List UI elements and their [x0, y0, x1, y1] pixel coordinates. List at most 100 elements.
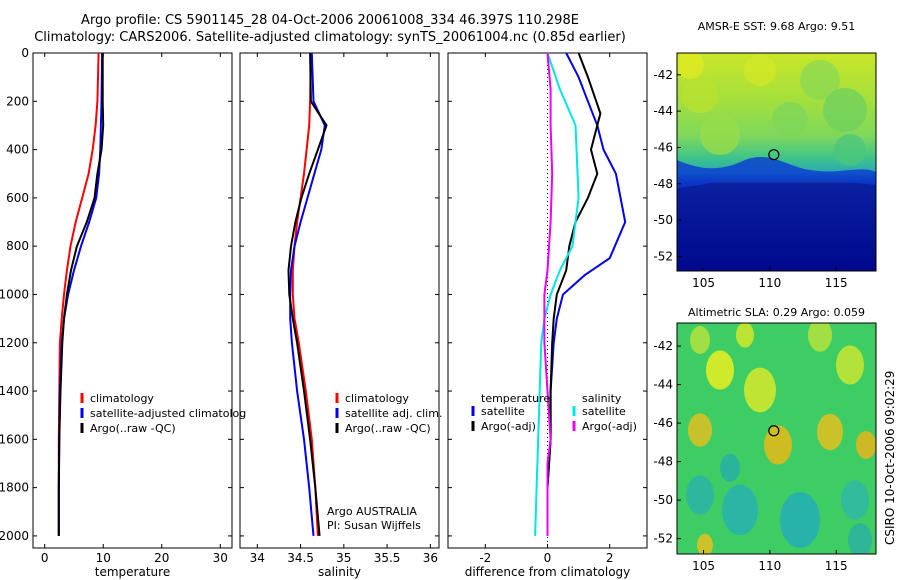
sla-anomaly-patch — [856, 431, 876, 459]
sst-texture-patch — [744, 54, 776, 86]
argo-position-marker — [768, 425, 780, 437]
y-tick-label: -50 — [653, 213, 673, 227]
x-axis-label: salinity — [318, 565, 361, 579]
map-title: Altimetric SLA: 0.29 Argo: 0.059 — [688, 306, 865, 319]
sla-anomaly-patch — [841, 480, 869, 520]
x-tick-label: 105 — [692, 559, 715, 573]
x-tick-label: 110 — [758, 559, 781, 573]
y-tick-label: -46 — [653, 416, 673, 430]
y-tick-label: 1600 — [0, 432, 29, 446]
x-tick-label: 110 — [758, 276, 781, 290]
map-frame — [676, 322, 877, 555]
axes-frame — [32, 52, 233, 549]
legend-label: satellite adj. clim. — [345, 407, 442, 420]
sla-anomaly-patch — [836, 345, 864, 385]
x-tick-label: 36 — [423, 551, 438, 565]
sst-texture-patch — [834, 134, 866, 166]
x-tick-label: 115 — [825, 276, 848, 290]
series-line-black — [546, 52, 602, 536]
x-tick-label: 34.5 — [287, 551, 314, 565]
figure-title-line-2: Climatology: CARS2006. Satellite-adjuste… — [34, 30, 626, 45]
platform-annotation: Argo AUSTRALIA — [327, 505, 417, 518]
sla-anomaly-patch — [764, 425, 792, 465]
x-tick-label: 10 — [96, 551, 111, 565]
profile-panel-1: 0 10 20 30 temperature 0 200 400 600 800 1000 1200 1… — [0, 46, 246, 579]
sst-texture-patch — [700, 115, 740, 155]
legend-label: climatology — [345, 392, 409, 405]
sst-texture-patch — [823, 88, 867, 132]
sla-map-panel: Altimetric SLA: 0.29 Argo: 0.059 105 110 11… — [653, 306, 877, 573]
x-tick-label: 0 — [544, 551, 552, 565]
x-tick-label: 0 — [41, 551, 49, 565]
y-tick-label: 600 — [6, 191, 29, 205]
series-line-magenta — [543, 52, 554, 536]
y-tick-label: -42 — [653, 68, 673, 82]
x-tick-label: 2 — [606, 551, 614, 565]
profile-panel-2: 34 34.5 35 35.5 36 salinity climatology satelli… — [239, 52, 442, 579]
map-frame — [676, 52, 877, 272]
sla-anomaly-patch — [697, 533, 713, 554]
y-tick-label: -52 — [653, 249, 673, 263]
y-tick-label: -44 — [653, 378, 673, 392]
sla-anomaly-patch — [686, 475, 714, 515]
legend-title-salinity: salinity — [582, 392, 622, 405]
map-title: AMSR-E SST: 9.68 Argo: 9.51 — [698, 20, 856, 33]
figure-title-line-1: Argo profile: CS 5901145_28 04-Oct-2006 … — [81, 13, 579, 28]
x-axis-label: difference from climatology — [465, 565, 631, 579]
sla-anomaly-patch — [808, 323, 832, 352]
axes-frame — [239, 52, 440, 549]
sla-anomaly-patch — [688, 413, 712, 447]
series-line-red — [57, 52, 100, 536]
y-tick-label: -42 — [653, 339, 673, 353]
legend-title-temperature: temperature — [481, 392, 550, 405]
sla-anomaly-patch — [780, 492, 820, 548]
legend-label: satellite — [481, 405, 525, 418]
x-tick-label: 115 — [825, 559, 848, 573]
sla-anomaly-patch — [720, 454, 740, 482]
legend-label: Argo(..raw -QC) — [90, 422, 176, 435]
sla-anomaly-patch — [848, 523, 872, 554]
side-timestamp: CSIRO 10-Oct-2006 09:02:29 — [883, 371, 897, 545]
series-line-blue — [546, 52, 627, 536]
y-tick-label: 1800 — [0, 481, 29, 495]
legend-label: Argo(-adj) — [481, 420, 536, 433]
y-tick-label: -48 — [653, 455, 673, 469]
series-line-blue — [289, 52, 326, 536]
x-tick-label: 35 — [336, 551, 351, 565]
x-tick-label: 105 — [692, 276, 715, 290]
platform-annotation: PI: Susan Wijffels — [327, 519, 421, 532]
series-line-black — [57, 53, 105, 536]
y-tick-label: 400 — [6, 143, 29, 157]
y-tick-label: 1200 — [0, 336, 29, 350]
sst-map-panel: AMSR-E SST: 9.68 Argo: 9.51 105 110 115 -42 -… — [653, 20, 877, 290]
y-tick-label: -50 — [653, 493, 673, 507]
sst-texture-patch — [800, 60, 840, 100]
argo-position-marker — [768, 149, 780, 161]
x-tick-label: 34 — [250, 551, 265, 565]
sst-texture-patch — [682, 77, 718, 113]
y-tick-label: 200 — [6, 94, 29, 108]
y-tick-label: 1400 — [0, 384, 29, 398]
y-tick-label: 800 — [6, 239, 29, 253]
legend-label: Argo(-adj) — [582, 420, 637, 433]
y-tick-label: -48 — [653, 177, 673, 191]
y-tick-label: 1000 — [0, 287, 29, 301]
legend-label: satellite — [582, 405, 626, 418]
sla-anomaly-patch — [744, 367, 776, 413]
x-tick-label: -2 — [479, 551, 491, 565]
sla-anomaly-patch — [736, 323, 754, 348]
series-line-red — [291, 52, 319, 536]
sla-field — [677, 323, 876, 554]
series-line-cyan — [534, 52, 580, 536]
y-tick-label: -44 — [653, 104, 673, 118]
x-axis-label: temperature — [95, 565, 170, 579]
legend-label: satellite-adjusted climatolog — [90, 407, 246, 420]
y-tick-label: 0 — [21, 46, 29, 60]
sla-anomaly-patch — [690, 326, 710, 354]
y-tick-label: -52 — [653, 532, 673, 546]
x-tick-label: 20 — [154, 551, 169, 565]
x-tick-label: 35.5 — [374, 551, 401, 565]
series-line-black — [287, 52, 328, 536]
